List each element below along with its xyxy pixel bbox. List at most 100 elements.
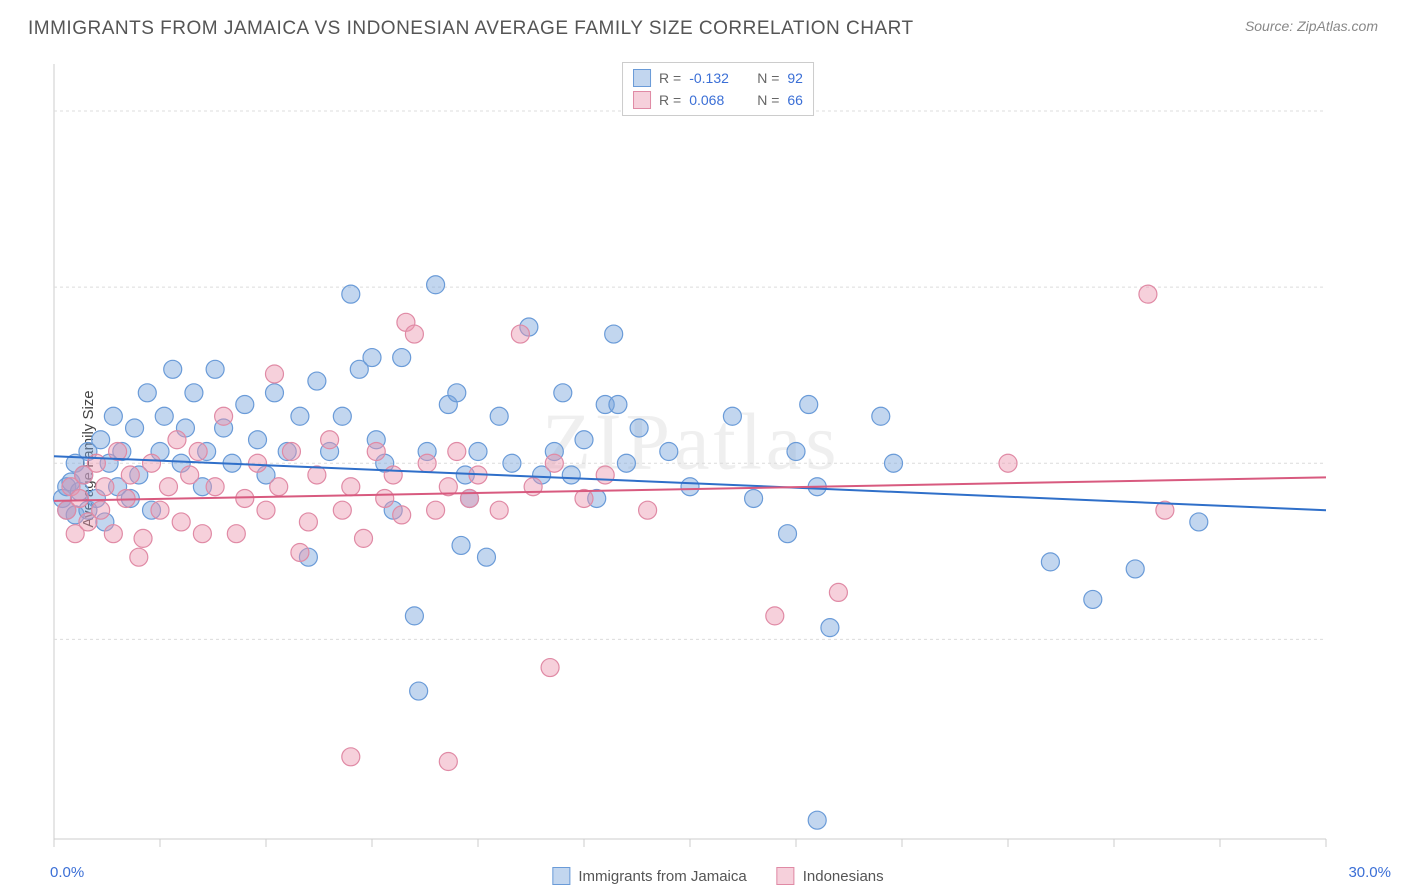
scatter-point — [270, 478, 288, 496]
scatter-point — [308, 372, 326, 390]
scatter-point — [206, 478, 224, 496]
scatter-point — [257, 501, 275, 519]
scatter-point — [575, 431, 593, 449]
legend-swatch — [552, 867, 570, 885]
chart-title: IMMIGRANTS FROM JAMAICA VS INDONESIAN AV… — [28, 18, 914, 40]
n-value: 66 — [787, 92, 803, 108]
scatter-point — [779, 525, 797, 543]
scatter-point — [121, 466, 139, 484]
scatter-point — [1041, 553, 1059, 571]
legend-label: Indonesians — [803, 868, 884, 885]
scatter-point — [96, 478, 114, 496]
scatter-point — [151, 501, 169, 519]
scatter-point — [342, 478, 360, 496]
scatter-point — [291, 543, 309, 561]
scatter-point — [660, 443, 678, 461]
scatter-point — [227, 525, 245, 543]
scatter-point — [181, 466, 199, 484]
scatter-point — [299, 513, 317, 531]
chart-area: Average Family Size ZIPatlas R =-0.132N … — [50, 60, 1386, 857]
scatter-point — [164, 360, 182, 378]
scatter-point — [342, 748, 360, 766]
r-label: R = — [659, 70, 681, 86]
scatter-point — [418, 454, 436, 472]
scatter-point — [92, 501, 110, 519]
scatter-point — [596, 466, 614, 484]
scatter-point — [143, 454, 161, 472]
n-value: 92 — [787, 70, 803, 86]
scatter-point — [800, 396, 818, 414]
legend-item: Indonesians — [777, 867, 884, 885]
scatter-point — [265, 384, 283, 402]
scatter-point — [249, 431, 267, 449]
scatter-point — [681, 478, 699, 496]
scatter-point — [630, 419, 648, 437]
scatter-point — [427, 276, 445, 294]
scatter-point — [448, 443, 466, 461]
stats-row: R =-0.132N =92 — [633, 67, 803, 89]
scatter-point — [885, 454, 903, 472]
scatter-point — [1126, 560, 1144, 578]
scatter-point — [452, 536, 470, 554]
scatter-point — [236, 489, 254, 507]
scatter-point — [342, 285, 360, 303]
scatter-point — [215, 407, 233, 425]
scatter-point — [193, 525, 211, 543]
scatter-point — [745, 489, 763, 507]
scatter-point — [439, 753, 457, 771]
r-label: R = — [659, 92, 681, 108]
scatter-point — [172, 513, 190, 531]
scatter-point — [282, 443, 300, 461]
legend-item: Immigrants from Jamaica — [552, 867, 746, 885]
scatter-point — [829, 583, 847, 601]
scatter-point — [367, 443, 385, 461]
scatter-point — [448, 384, 466, 402]
scatter-point — [477, 548, 495, 566]
scatter-point — [138, 384, 156, 402]
scatter-point — [999, 454, 1017, 472]
scatter-point — [308, 466, 326, 484]
scatter-point — [405, 325, 423, 343]
scatter-point — [393, 506, 411, 524]
scatter-point — [159, 478, 177, 496]
scatter-point — [376, 489, 394, 507]
n-label: N = — [757, 70, 779, 86]
scatter-point — [249, 454, 267, 472]
scatter-point — [723, 407, 741, 425]
scatter-point — [363, 349, 381, 367]
series-swatch — [633, 69, 651, 87]
scatter-point — [545, 454, 563, 472]
scatter-point — [490, 501, 508, 519]
scatter-point — [92, 431, 110, 449]
scatter-point — [469, 443, 487, 461]
scatter-point — [410, 682, 428, 700]
scatter-point — [384, 466, 402, 484]
r-value: 0.068 — [689, 92, 741, 108]
scatter-point — [206, 360, 224, 378]
scatter-point — [134, 529, 152, 547]
scatter-point — [808, 811, 826, 829]
x-axis-min: 0.0% — [50, 864, 84, 881]
scatter-point — [562, 466, 580, 484]
bottom-legend: Immigrants from Jamaica Indonesians — [552, 867, 883, 885]
scatter-point — [490, 407, 508, 425]
legend-swatch — [777, 867, 795, 885]
scatter-point — [554, 384, 572, 402]
scatter-point — [872, 407, 890, 425]
scatter-point — [639, 501, 657, 519]
scatter-point — [355, 529, 373, 547]
scatter-point — [70, 489, 88, 507]
n-label: N = — [757, 92, 779, 108]
scatter-point — [617, 454, 635, 472]
scatter-point — [1139, 285, 1157, 303]
series-swatch — [633, 91, 651, 109]
scatter-point — [189, 443, 207, 461]
x-axis-max: 30.0% — [1348, 864, 1391, 881]
scatter-plot — [50, 60, 1386, 857]
scatter-point — [393, 349, 411, 367]
scatter-point — [185, 384, 203, 402]
scatter-point — [130, 548, 148, 566]
scatter-point — [333, 501, 351, 519]
scatter-point — [609, 396, 627, 414]
scatter-point — [104, 525, 122, 543]
